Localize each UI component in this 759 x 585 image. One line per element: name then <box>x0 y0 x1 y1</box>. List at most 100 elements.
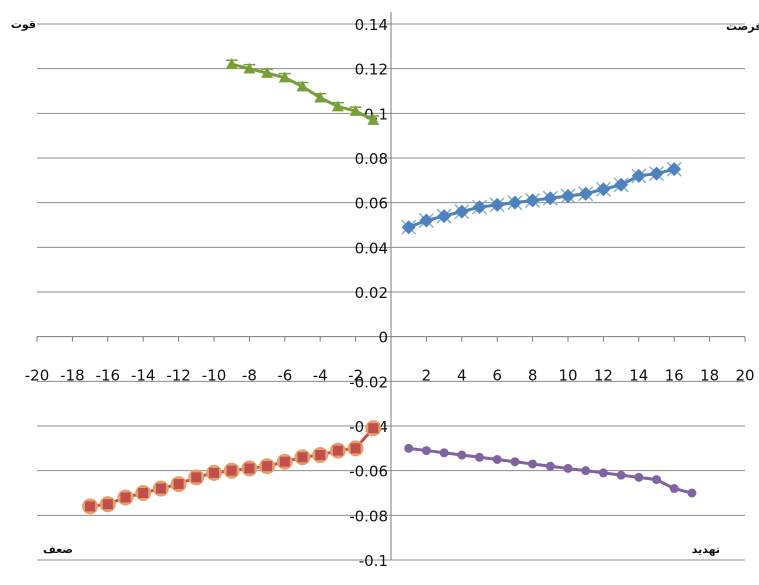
data-point <box>581 466 591 476</box>
data-point <box>297 452 308 463</box>
x-tick-label: -2 <box>348 367 363 385</box>
data-point <box>561 188 575 203</box>
x-tick-label: 16 <box>665 367 684 385</box>
data-point <box>279 456 290 467</box>
x-tick-label: -6 <box>277 367 292 385</box>
data-point <box>490 197 505 212</box>
x-tick-label: 12 <box>594 367 613 385</box>
series-line <box>408 167 675 229</box>
y-tick-label: 0 <box>378 329 388 347</box>
data-point <box>350 443 361 454</box>
data-point <box>209 467 219 478</box>
series-1 <box>401 161 682 235</box>
data-point <box>634 472 644 482</box>
data-point <box>349 105 362 116</box>
quadrant-label-top-left: قوت <box>11 18 36 31</box>
series-3 <box>82 420 382 515</box>
data-point <box>525 193 540 208</box>
y-tick-label: -0.08 <box>349 507 388 525</box>
y-tick-label: 0.02 <box>355 284 388 302</box>
data-point <box>475 452 484 462</box>
y-tick-label: -0.06 <box>349 463 388 481</box>
data-point <box>296 80 309 92</box>
data-point <box>244 463 255 474</box>
data-point <box>368 423 379 434</box>
x-tick-label: -16 <box>96 367 121 385</box>
y-tick-label: 0.06 <box>355 195 388 213</box>
data-point <box>563 463 573 473</box>
data-point <box>507 195 522 210</box>
quadrant-label-bottom-left: ضعف <box>43 543 73 556</box>
data-point <box>278 71 291 83</box>
y-tick-label: 0.14 <box>355 16 388 34</box>
data-point <box>404 443 414 453</box>
axes <box>36 12 746 560</box>
data-point <box>528 459 538 469</box>
x-tick-label: -8 <box>242 367 257 385</box>
x-tick-label: -10 <box>202 367 227 385</box>
data-point <box>243 62 256 74</box>
x-tick-label: 18 <box>700 367 719 385</box>
data-point <box>687 488 697 498</box>
quadrant-label-bottom-right: تهدید <box>692 543 720 556</box>
data-point <box>667 162 682 177</box>
data-point <box>616 470 626 480</box>
quadrant-label-top-right: فرصت <box>726 20 759 33</box>
x-tick-label: 20 <box>735 367 754 385</box>
x-tick-label: 4 <box>457 367 467 385</box>
data-point <box>314 91 327 103</box>
series-2 <box>225 58 380 125</box>
data-point <box>421 446 431 456</box>
data-point <box>262 461 273 472</box>
data-point <box>472 200 487 215</box>
data-point <box>155 483 166 494</box>
data-point <box>419 213 434 228</box>
data-point <box>191 472 202 483</box>
data-point <box>401 220 416 235</box>
data-point <box>173 479 184 490</box>
data-point <box>367 114 380 125</box>
x-tick-label: 8 <box>528 367 538 385</box>
y-tick-label: -0.1 <box>359 552 388 570</box>
x-tick-label: 10 <box>558 367 577 385</box>
data-point <box>545 461 555 471</box>
x-tick-label: 2 <box>422 367 432 385</box>
data-point <box>596 182 611 197</box>
data-point <box>454 204 469 219</box>
data-point <box>669 484 679 494</box>
x-tick-label: -14 <box>131 367 156 385</box>
data-point <box>226 465 237 476</box>
data-point <box>631 168 646 183</box>
data-point <box>578 186 593 201</box>
data-point <box>598 468 608 478</box>
data-point <box>331 100 344 112</box>
y-tick-label: 0.04 <box>355 239 388 257</box>
series-4 <box>404 443 697 498</box>
x-tick-label: 6 <box>492 367 502 385</box>
x-tick-label: -18 <box>60 367 85 385</box>
data-point <box>492 455 502 464</box>
data-point <box>85 501 96 512</box>
data-point <box>652 475 661 485</box>
data-point <box>649 166 664 181</box>
data-point <box>437 209 452 224</box>
x-tick-label: -12 <box>166 367 191 385</box>
y-tick-label: 0.08 <box>355 150 388 168</box>
data-point <box>315 450 326 461</box>
data-point <box>510 457 520 467</box>
x-tick-label: -4 <box>313 367 328 385</box>
data-point <box>332 445 343 456</box>
x-tick-label: 14 <box>629 367 648 385</box>
data-point <box>261 67 274 78</box>
quadrant-labels: قوت فرصت ضعف تهدید <box>11 18 759 556</box>
data-point <box>102 499 113 510</box>
y-tick-label: -0.02 <box>349 373 388 391</box>
data-point <box>225 58 238 69</box>
x-tick-label: -20 <box>25 367 50 385</box>
data-series <box>82 58 697 515</box>
data-point <box>614 177 629 192</box>
data-point <box>138 488 149 498</box>
data-point <box>457 450 467 460</box>
